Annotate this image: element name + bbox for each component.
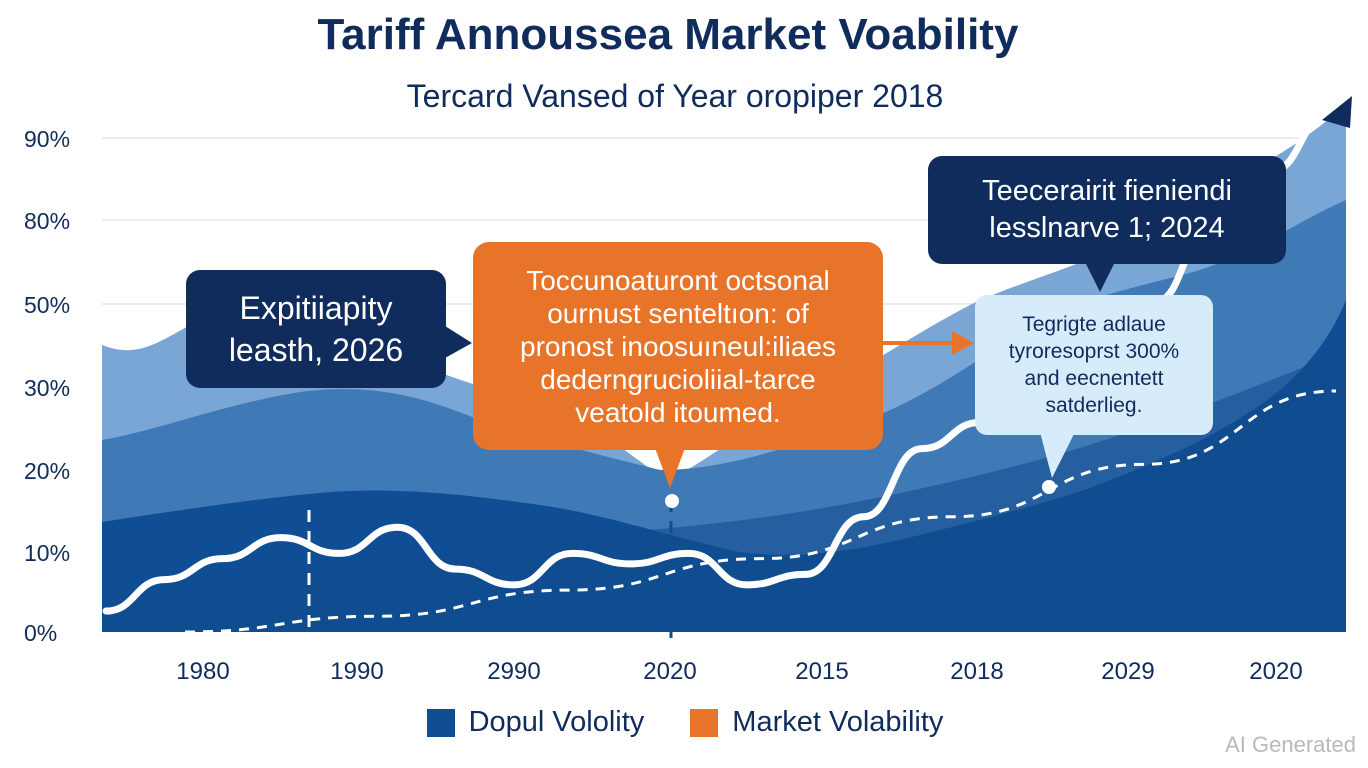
legend-label: Market Volability [732, 706, 944, 738]
callout-pointer-center [655, 448, 685, 488]
callout-pointer-left [445, 326, 472, 358]
legend-swatch-orange [690, 708, 719, 737]
point-marker-light [1042, 480, 1056, 494]
callout-pointer-topright [1085, 262, 1115, 292]
chart-title: Tariff Annoussea Market Voability [317, 10, 1019, 59]
y-tick-label: 80% [24, 208, 70, 234]
x-tick-label: 2015 [795, 658, 848, 685]
x-tick-label: 2990 [487, 658, 540, 685]
legend: Dopul Vololity Market Volability [0, 706, 1368, 739]
watermark: AI Generated [1225, 732, 1356, 757]
legend-label: Dopul Vololity [468, 706, 645, 738]
callout-pointer-light [1040, 432, 1075, 478]
callout-left: Expitiiapity leasth, 2026 [186, 270, 446, 388]
area-layers [102, 112, 1346, 632]
x-axis-ticks: 1980 1990 2990 2020 2015 2018 2029 2020 [176, 658, 1302, 685]
legend-item-dopul-vololity: Dopul Vololity [426, 706, 645, 739]
callout-light: Tegrigte adlaue tyroresoprst 300% and ee… [975, 295, 1213, 435]
x-tick-label: 2029 [1101, 658, 1154, 685]
y-tick-label: 90% [24, 126, 70, 152]
y-tick-label: 0% [24, 620, 57, 646]
point-marker-2020 [665, 494, 679, 508]
y-tick-label: 20% [24, 458, 70, 484]
y-tick-label: 50% [24, 292, 70, 318]
x-tick-label: 2020 [1249, 658, 1302, 685]
y-tick-label: 10% [24, 540, 70, 566]
x-tick-label: 1990 [330, 658, 383, 685]
arrow-head [952, 331, 974, 355]
chart-subtitle: Tercard Vansed of Year oropiper 2018 [406, 78, 944, 114]
x-tick-label: 2020 [643, 658, 696, 685]
y-axis-ticks: 0% 10% 20% 30% 50% 80% 90% [24, 126, 70, 646]
area-front-blue [102, 350, 1346, 632]
legend-item-market-volability: Market Volability [690, 706, 943, 739]
callout-center-text: Toccunoaturont octsonal ournust senteltı… [520, 264, 836, 428]
y-tick-label: 30% [24, 375, 70, 401]
callout-light-text: Tegrigte adlaue tyroresoprst 300% and ee… [1008, 313, 1180, 417]
callout-center: Toccunoaturont octsonal ournust senteltı… [473, 242, 883, 450]
trend-line-dashed [184, 389, 1337, 634]
callout-left-text: Expitiiapity leasth, 2026 [228, 290, 404, 368]
legend-swatch-blue [426, 708, 455, 737]
line-arrowhead [1322, 96, 1352, 128]
callout-top-right: Teecerairit fieniendi lesslnarve 1; 2024 [928, 156, 1286, 264]
x-tick-label: 2018 [950, 658, 1003, 685]
callout-top-right-text: Teecerairit fieniendi lesslnarve 1; 2024 [982, 175, 1232, 244]
x-tick-label: 1980 [176, 658, 229, 685]
